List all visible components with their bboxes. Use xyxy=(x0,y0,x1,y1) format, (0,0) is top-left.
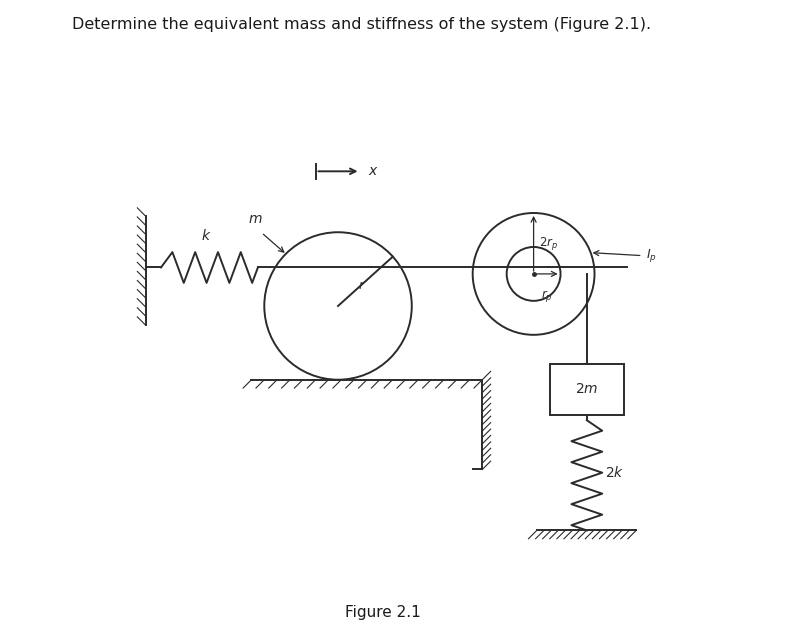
Bar xyxy=(550,364,624,415)
Text: $m$: $m$ xyxy=(248,212,262,226)
Text: Determine the equivalent mass and stiffness of the system (Figure 2.1).: Determine the equivalent mass and stiffn… xyxy=(72,17,651,32)
Text: $2r_p$: $2r_p$ xyxy=(539,235,558,252)
Text: $x$: $x$ xyxy=(369,164,379,178)
Text: $I_p$: $I_p$ xyxy=(646,247,657,264)
Text: $2m$: $2m$ xyxy=(576,383,599,396)
Text: $r_p$: $r_p$ xyxy=(541,288,553,304)
Text: $r$: $r$ xyxy=(357,279,365,292)
Text: Figure 2.1: Figure 2.1 xyxy=(345,605,421,620)
Text: $k$: $k$ xyxy=(201,228,212,243)
Text: $2k$: $2k$ xyxy=(605,465,624,480)
